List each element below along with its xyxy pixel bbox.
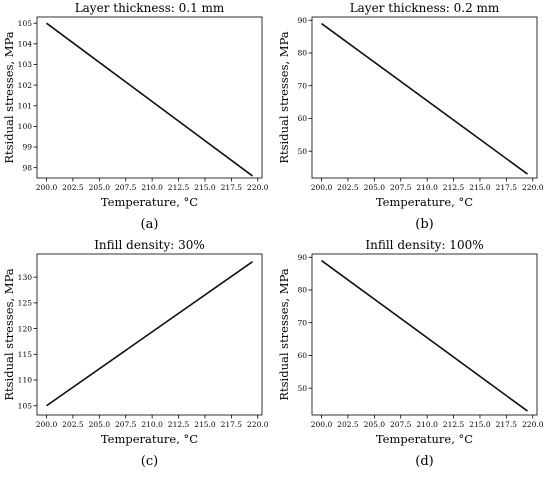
x-tick-label-b-4: 210.0 — [416, 183, 438, 192]
x-tick-label-a-2: 205.0 — [89, 183, 111, 192]
y-tick-label-d-1: 60 — [297, 351, 307, 360]
series-line-b-0 — [321, 22, 528, 175]
y-tick-label-a-1: 99 — [22, 143, 32, 152]
y-axis-label-a: Rtsidual stresses, MPa — [2, 31, 16, 163]
x-tick-label-d-7: 217.5 — [496, 420, 518, 429]
plot-frame-a — [36, 16, 263, 179]
y-tick-label-c-3: 120 — [18, 324, 33, 333]
y-tick-label-b-3: 80 — [297, 49, 307, 58]
y-tick-label-d-4: 90 — [297, 253, 307, 262]
x-tick-label-c-1: 202.5 — [62, 420, 84, 429]
y-tick-label-b-0: 50 — [297, 147, 307, 156]
x-tick-label-a-1: 202.5 — [62, 183, 84, 192]
x-tick-label-d-6: 215.0 — [469, 420, 491, 429]
y-tick-label-c-2: 115 — [18, 350, 33, 359]
x-tick-label-c-5: 212.5 — [168, 420, 190, 429]
x-tick-label-a-7: 217.5 — [221, 183, 243, 192]
y-tick-label-b-1: 60 — [297, 114, 307, 123]
chart-svg-c: Infill density: 30% 200.0 202.5 205.0 207.5 2… — [2, 238, 269, 469]
y-tick-label-d-0: 50 — [297, 384, 307, 393]
y-tick-label-d-2: 70 — [297, 318, 307, 327]
x-tick-label-c-2: 205.0 — [89, 420, 111, 429]
x-tick-label-b-7: 217.5 — [496, 183, 518, 192]
y-tick-label-a-4: 102 — [18, 81, 33, 90]
x-tick-label-b-5: 212.5 — [443, 183, 465, 192]
y-tick-label-a-0: 98 — [22, 163, 32, 172]
x-tick-label-d-8: 220.0 — [522, 420, 544, 429]
y-tick-label-a-6: 104 — [18, 40, 33, 49]
x-tick-label-c-8: 220.0 — [247, 420, 269, 429]
x-tick-label-a-6: 215.0 — [194, 183, 216, 192]
x-tick-label-a-3: 207.5 — [115, 183, 137, 192]
x-tick-label-b-6: 215.0 — [469, 183, 491, 192]
panel-caption-c: (c) — [141, 454, 158, 469]
chart-title-a: Layer thickness: 0.1 mm — [75, 1, 225, 15]
x-tick-label-b-1: 202.5 — [337, 183, 359, 192]
plot-frame-c — [36, 253, 263, 416]
y-tick-label-c-5: 130 — [18, 273, 33, 282]
x-axis-label-c: Temperature, °C — [101, 432, 198, 446]
series-line-a-0 — [46, 22, 253, 177]
x-tick-label-b-2: 205.0 — [364, 183, 386, 192]
y-tick-label-a-3: 101 — [18, 101, 32, 110]
plot-frame-d — [311, 253, 538, 416]
y-tick-label-c-4: 125 — [18, 299, 33, 308]
panel-caption-b: (b) — [415, 217, 433, 232]
y-tick-label-b-4: 90 — [297, 16, 307, 25]
chart-svg-b: Layer thickness: 0.2 mm 200.0 202.5 205.0 20… — [277, 1, 544, 232]
x-tick-label-d-5: 212.5 — [443, 420, 465, 429]
series-line-c-0 — [46, 261, 253, 407]
x-tick-label-c-7: 217.5 — [221, 420, 243, 429]
y-tick-label-a-5: 103 — [18, 60, 33, 69]
x-tick-label-c-6: 215.0 — [194, 420, 216, 429]
chart-panel-a: Layer thickness: 0.1 mm 200.0 202.5 205.0 20… — [0, 0, 275, 242]
x-tick-label-b-3: 207.5 — [390, 183, 412, 192]
x-tick-label-d-3: 207.5 — [390, 420, 412, 429]
x-axis-label-a: Temperature, °C — [101, 195, 198, 209]
y-tick-label-b-2: 70 — [297, 81, 307, 90]
x-tick-label-b-8: 220.0 — [522, 183, 544, 192]
y-tick-label-a-2: 100 — [18, 122, 33, 131]
y-tick-label-a-7: 105 — [18, 19, 33, 28]
y-axis-label-d: Rtsidual stresses, MPa — [277, 268, 291, 400]
x-tick-label-a-5: 212.5 — [168, 183, 190, 192]
x-tick-label-a-4: 210.0 — [141, 183, 163, 192]
x-axis-label-d: Temperature, °C — [376, 432, 473, 446]
x-tick-label-c-3: 207.5 — [115, 420, 137, 429]
x-tick-label-d-0: 200.0 — [311, 420, 333, 429]
chart-panel-b: Layer thickness: 0.2 mm 200.0 202.5 205.0 20… — [275, 0, 550, 242]
x-tick-label-b-0: 200.0 — [311, 183, 333, 192]
x-tick-label-d-4: 210.0 — [416, 420, 438, 429]
panel-caption-a: (a) — [141, 217, 159, 232]
panel-caption-d: (d) — [415, 454, 433, 469]
x-tick-label-c-0: 200.0 — [36, 420, 58, 429]
chart-svg-d: Infill density: 100% 200.0 202.5 205.0 207.5… — [277, 238, 544, 469]
x-tick-label-d-1: 202.5 — [337, 420, 359, 429]
plot-frame-b — [311, 16, 538, 179]
x-tick-label-d-2: 205.0 — [364, 420, 386, 429]
series-line-d-0 — [321, 259, 528, 412]
chart-title-b: Layer thickness: 0.2 mm — [350, 1, 500, 15]
chart-panel-c: Infill density: 30% 200.0 202.5 205.0 207.5 2… — [0, 237, 275, 479]
chart-svg-a: Layer thickness: 0.1 mm 200.0 202.5 205.0 20… — [2, 1, 269, 232]
y-tick-label-c-0: 105 — [18, 401, 33, 410]
x-tick-label-c-4: 210.0 — [141, 420, 163, 429]
x-tick-label-a-0: 200.0 — [36, 183, 58, 192]
chart-title-c: Infill density: 30% — [94, 238, 205, 252]
x-axis-label-b: Temperature, °C — [376, 195, 473, 209]
chart-title-d: Infill density: 100% — [365, 238, 483, 252]
y-tick-label-c-1: 110 — [18, 376, 33, 385]
y-axis-label-c: Rtsidual stresses, MPa — [2, 268, 16, 400]
x-tick-label-a-8: 220.0 — [247, 183, 269, 192]
chart-panel-d: Infill density: 100% 200.0 202.5 205.0 207.5… — [275, 237, 550, 479]
y-axis-label-b: Rtsidual stresses, MPa — [277, 31, 291, 163]
y-tick-label-d-3: 80 — [297, 286, 307, 295]
